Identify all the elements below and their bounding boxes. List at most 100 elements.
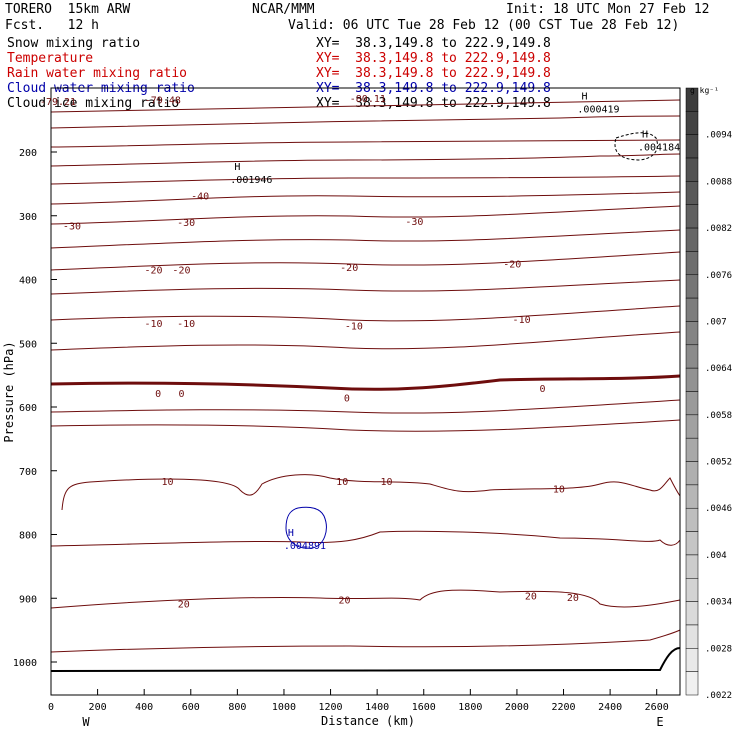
temperature-contours (50, 99, 681, 672)
contour-label: -20 (340, 263, 358, 274)
contour-label: 20 (339, 596, 351, 607)
y-axis-title: Pressure (hPa) (2, 341, 16, 442)
contour-label: -30 (405, 217, 423, 228)
extremum-mark: H (234, 162, 240, 173)
isotherm-line (50, 305, 681, 322)
colorbar-label: .0058 (705, 411, 732, 421)
x-tick-label: 0 (48, 702, 54, 713)
y-tick-label: 600 (19, 403, 37, 414)
colorbar-swatch (685, 204, 699, 229)
contour-label: -20 (503, 260, 521, 271)
colorbar-swatch (685, 321, 699, 346)
colorbar-swatch (685, 648, 699, 672)
contour-label: 20 (567, 593, 579, 604)
x-tick-label: 2000 (505, 702, 529, 713)
extremum-mark: H (288, 528, 294, 539)
contour-label: -80.11 (350, 94, 386, 105)
x-tick-label: 2600 (645, 702, 669, 713)
y-tick-label: 1000 (13, 658, 37, 669)
extremum-value: .001946 (230, 175, 272, 186)
colorbar-label: .0028 (705, 644, 732, 654)
field-name-rain: Rain water mixing ratio (7, 66, 188, 81)
colorbar-swatch (685, 507, 699, 532)
isotherm-line (50, 139, 681, 148)
axis-ticks: 0 200 400 600 800 1000 1200 1400 1600 1800 2000 220… (13, 148, 669, 713)
contour-label: -30 (63, 221, 81, 232)
x-tick-label: 2200 (551, 702, 575, 713)
x-tick-label: 200 (89, 702, 107, 713)
valid-time: Valid: 06 UTC Tue 28 Feb 12 (00 CST Tue … (288, 18, 680, 33)
colorbar-swatch (685, 134, 699, 159)
x-tick-label: 1600 (412, 702, 436, 713)
contour-label: -40 (191, 191, 209, 202)
contour-label: 0 (344, 393, 350, 404)
contour-label: -79.48 (145, 96, 181, 107)
y-tick-label: 900 (19, 594, 37, 605)
contour-label: 10 (161, 477, 173, 488)
contour-label: -30 (177, 218, 195, 229)
colorbar-swatch (685, 367, 699, 392)
colorbar-swatch (685, 391, 699, 416)
colorbar-swatch (685, 554, 699, 579)
contour-label: -79.21 (40, 97, 76, 108)
contour-labels: -79.21 -79.48 -80.11 -40 -30 -30 -30 -20 -20 -20 -… (40, 94, 579, 611)
isotherm-line (50, 115, 681, 129)
contour-label: -10 (513, 315, 531, 326)
colorbar-label: .0094 (705, 131, 732, 141)
isotherm-line (50, 251, 681, 271)
field-name-temperature: Temperature (7, 51, 94, 66)
field-xy-snow: XY= 38.3,149.8 to 222.9,149.8 (316, 36, 551, 51)
colorbar-swatch (685, 414, 699, 439)
snow-max-contour (614, 132, 658, 161)
x-tick-label: 1400 (365, 702, 389, 713)
terrain-line (50, 647, 681, 672)
colorbar-swatch (685, 461, 699, 486)
colorbar-swatch (685, 251, 699, 276)
isotherm-line (50, 175, 681, 185)
x-tick-label: 800 (228, 702, 246, 713)
isotherm-line (50, 279, 681, 295)
isotherm-line (50, 191, 681, 205)
isotherm-line (50, 399, 681, 414)
contour-label: -20 (144, 265, 162, 276)
colorbar-swatch (685, 157, 699, 182)
extremum-value: .004891 (284, 541, 326, 552)
colorbar-swatch (685, 601, 699, 626)
colorbar-label: .0034 (705, 598, 732, 608)
init-time: Init: 18 UTC Mon 27 Feb 12 (506, 2, 710, 17)
y-tick-label: 700 (19, 467, 37, 478)
field-xy-rain: XY= 38.3,149.8 to 222.9,149.8 (316, 66, 551, 81)
x-tick-label: 600 (182, 702, 200, 713)
colorbar-label: .0052 (705, 458, 732, 468)
forecast-hour: Fcst. 12 h (5, 18, 99, 33)
isotherm-line (50, 153, 681, 167)
model-title: TORERO 15km ARW (5, 2, 131, 17)
colorbar-label: .004 (705, 551, 727, 561)
colorbar-swatch (685, 437, 699, 462)
isotherm-line (50, 229, 681, 249)
contour-label: 0 (540, 384, 546, 395)
isotherm-line (50, 331, 681, 351)
x-axis-title: Distance (km) (321, 714, 415, 728)
colorbar-unit: g kg⁻¹ (690, 86, 719, 95)
colorbar-swatch (685, 227, 699, 252)
field-name-cloud-water: Cloud water mixing ratio (7, 81, 195, 96)
isotherm-line (50, 205, 681, 225)
colorbar-label: .0088 (705, 177, 732, 187)
colorbar-swatch (685, 531, 699, 556)
contour-label: 20 (178, 599, 190, 610)
y-tick-label: 200 (19, 148, 37, 159)
east-end-label: E (656, 715, 663, 729)
field-name-snow: Snow mixing ratio (7, 36, 141, 51)
contour-label: 0 (178, 389, 184, 400)
x-tick-label: 400 (135, 702, 153, 713)
y-tick-label: 500 (19, 339, 37, 350)
extrema-markers: H .001946 H .000419 H .004184 H .004891 (230, 92, 680, 552)
colorbar-label: .0082 (705, 224, 732, 234)
y-tick-label: 400 (19, 276, 37, 287)
contour-label: 10 (553, 485, 565, 496)
contour-label: -10 (345, 321, 363, 332)
isotherm-line (50, 530, 681, 547)
contour-label: -10 (177, 319, 195, 330)
